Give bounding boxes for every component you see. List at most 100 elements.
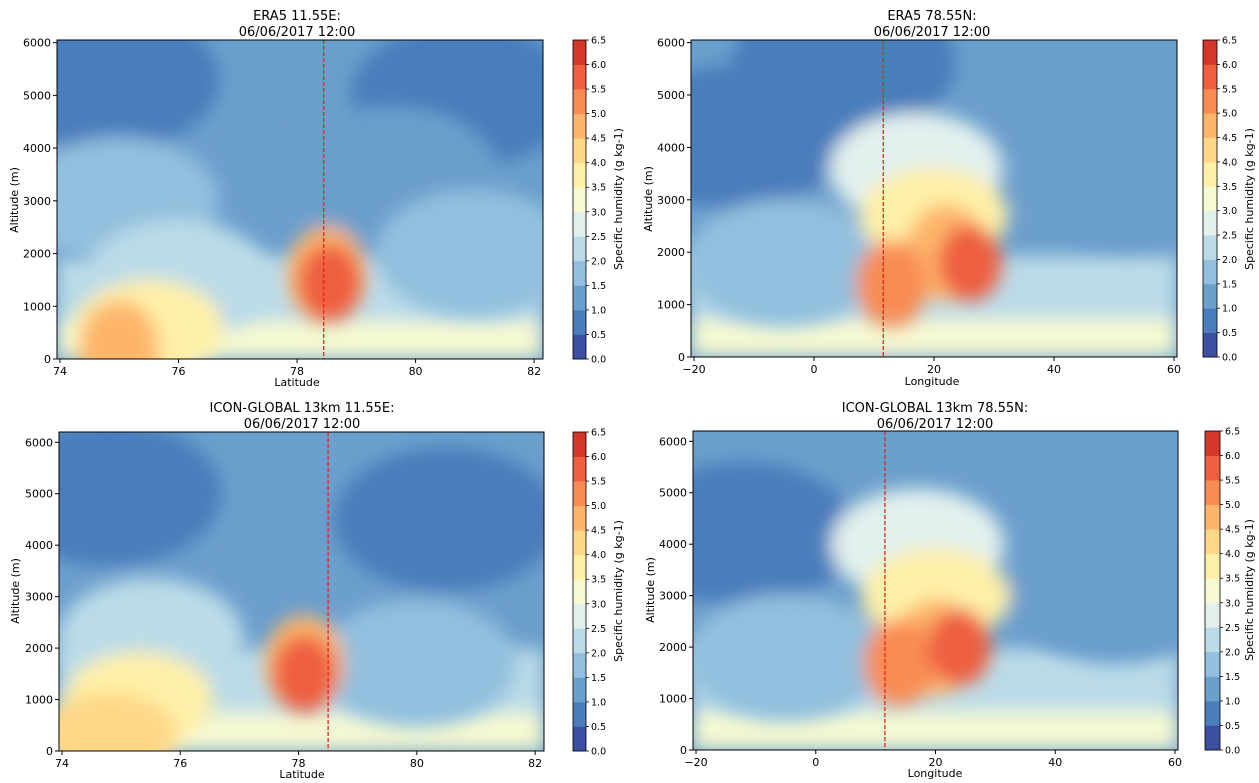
x-tick-label: 60	[1168, 756, 1182, 769]
colorbar-tick-label: 3.5	[1225, 574, 1240, 585]
y-tick-label: 2000	[23, 248, 51, 261]
colorbar-tick-label: 3.0	[1222, 206, 1237, 217]
colorbar-tick-label: 1.0	[591, 305, 606, 316]
y-axis-label: Altitude (m)	[9, 558, 22, 624]
colorbar-tick-label: 4.5	[1222, 133, 1237, 144]
colorbar-tick-label: 1.5	[591, 673, 606, 684]
colorbar-tick-label: 3.5	[1222, 182, 1237, 193]
colorbar-swatch	[573, 187, 586, 213]
colorbar: 0.0 0.5 1.0 1.5 2.0 2.5 3.0 3.5 4.0 4.5 5.0 5.5 6.0 6…	[572, 36, 606, 366]
colorbar-tick-label: 3.5	[591, 183, 606, 194]
colorbar-tick-label: 0.0	[591, 747, 606, 758]
x-tick-label: 76	[172, 365, 186, 378]
panel-title-line1: ICON-GLOBAL 13km 78.55N:	[842, 401, 1029, 416]
colorbar-tick-label: 3.0	[1225, 598, 1240, 609]
y-tick-label: 6000	[659, 435, 687, 448]
colorbar-tick-label: 2.5	[1222, 231, 1237, 242]
panel-title-line2: 06/06/2017 12:00	[244, 417, 361, 432]
y-tick-label: 6000	[23, 37, 51, 50]
colorbar-swatch	[1205, 700, 1220, 726]
colorbar-swatch	[1203, 64, 1217, 90]
panel-era5-longitude: ERA5 78.55N: 06/06/2017 12:00 −20 0 20 40 60…	[642, 9, 1256, 388]
colorbar-tick-label: 0.5	[1225, 721, 1240, 732]
colorbar-swatch	[1205, 725, 1220, 751]
colorbar-tick-label: 6.5	[591, 36, 606, 47]
axes-frame	[56, 39, 544, 360]
colorbar-swatch	[1205, 676, 1220, 702]
x-tick-label: 78	[292, 757, 306, 770]
colorbar-tick-label: 5.0	[591, 109, 606, 120]
colorbar-swatch	[573, 701, 586, 727]
colorbar-tick-label: 2.5	[591, 232, 606, 243]
colorbar-tick-label: 4.5	[591, 134, 606, 145]
y-tick-label: 0	[678, 351, 685, 364]
colorbar-swatch	[1205, 578, 1220, 604]
colorbar-tick-label: 2.5	[591, 624, 606, 635]
y-tick-label: 3000	[25, 591, 53, 604]
colorbar-swatch	[573, 89, 586, 115]
colorbar-swatch	[1203, 210, 1217, 236]
colorbar-swatch	[1205, 651, 1220, 677]
x-tick-label: 20	[929, 756, 943, 769]
colorbar-tick-label: 0.5	[591, 330, 606, 341]
colorbar-tick-label: 6.5	[1222, 36, 1237, 47]
colorbar-tick-label: 6.0	[1225, 451, 1240, 462]
panel-title-line1: ERA5 11.55E:	[253, 9, 341, 24]
colorbar-tick-label: 3.5	[591, 575, 606, 586]
y-tick-label: 4000	[657, 141, 685, 154]
colorbar-swatch	[1205, 455, 1220, 481]
colorbar-tick-label: 5.5	[591, 85, 606, 96]
colorbar-swatch	[1203, 40, 1217, 65]
x-axis-label: Longitude	[908, 767, 963, 780]
colorbar-swatch	[573, 285, 586, 311]
colorbar-tick-label: 4.5	[1225, 525, 1240, 536]
colorbar-frame	[572, 39, 587, 360]
y-axis-label: Altitude (m)	[642, 166, 655, 232]
contour-region	[693, 593, 886, 722]
contour-region	[1020, 110, 1177, 247]
contour-region	[938, 224, 1002, 302]
colorbar-swatch	[1203, 161, 1217, 187]
colorbar-swatch	[573, 211, 586, 237]
x-axis-label: Latitude	[274, 376, 320, 389]
y-axis-label: Altitude (m)	[8, 167, 21, 233]
colorbar-tick-label: 5.0	[1222, 109, 1237, 120]
colorbar-tick-label: 4.0	[591, 158, 606, 169]
colorbar-swatch	[573, 603, 586, 629]
colorbar-tick-label: 0.0	[1222, 353, 1237, 364]
contour-region	[272, 635, 336, 713]
contour-region	[317, 599, 517, 728]
colorbar-swatch	[573, 113, 586, 139]
y-tick-label: 4000	[659, 538, 687, 551]
colorbar-swatch	[573, 138, 586, 164]
x-tick-label: 0	[812, 756, 819, 769]
colorbar-swatch	[573, 334, 586, 360]
colorbar-tick-label: 6.5	[591, 428, 606, 439]
colorbar-swatch	[573, 579, 586, 605]
axes: 74 76 78 80 82 0 1000 2000 3000 4000 5000 6000	[25, 431, 545, 770]
colorbar-tick-label: 2.0	[591, 648, 606, 659]
y-tick-label: 0	[44, 353, 51, 366]
colorbar-tick-label: 6.0	[591, 452, 606, 463]
contour-region	[59, 432, 222, 566]
colorbar-tick-label: 0.5	[1222, 328, 1237, 339]
colorbar-tick-label: 6.5	[1225, 427, 1240, 438]
x-tick-label: 74	[55, 757, 69, 770]
colorbar-swatch	[1205, 480, 1220, 506]
panel-title-line2: 06/06/2017 12:00	[874, 25, 991, 40]
contour-field	[57, 40, 543, 359]
colorbar: 0.0 0.5 1.0 1.5 2.0 2.5 3.0 3.5 4.0 4.5 5.0 5.5 6.0 6…	[1204, 427, 1240, 757]
colorbar-tick-label: 4.0	[1222, 157, 1237, 168]
colorbar-tick-label: 2.0	[591, 256, 606, 267]
contour-region	[375, 189, 543, 318]
x-tick-label: 76	[173, 757, 187, 770]
contour-region	[334, 447, 544, 592]
colorbar-tick-label: 1.0	[591, 697, 606, 708]
contour-region	[1009, 527, 1178, 664]
colorbar-tick-label: 6.0	[591, 60, 606, 71]
colorbar-swatch	[1203, 88, 1217, 114]
contour-region	[79, 300, 159, 359]
y-tick-label: 5000	[23, 89, 51, 102]
